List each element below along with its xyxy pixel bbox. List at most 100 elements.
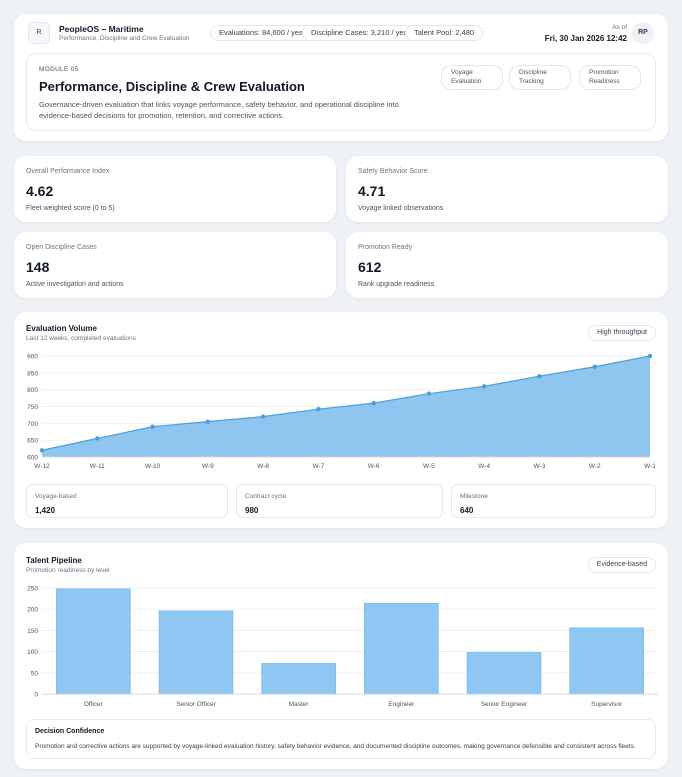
- tag-line: Promotion: [589, 69, 619, 76]
- stat-milestone: Milestone 640: [451, 484, 656, 518]
- evaluations-badge: Evaluations: 84,600 / year: [210, 25, 315, 41]
- kpi-value: 4.71: [358, 183, 386, 199]
- y-tick-label: 900: [27, 354, 38, 361]
- x-tick-label: Master: [289, 701, 310, 708]
- kpi-label: Promotion Ready: [358, 244, 413, 251]
- tag-discipline-tracking[interactable]: Discipline Tracking: [509, 65, 571, 90]
- x-tick-label: W-12: [34, 463, 50, 470]
- x-tick-label: W-2: [589, 463, 601, 470]
- kpi-subtext: Fleet weighted score (0 to 5): [26, 205, 115, 212]
- kpi-label: Safety Behavior Score: [358, 168, 428, 175]
- x-tick-label: W-8: [257, 463, 269, 470]
- stat-label: Milestone: [460, 493, 488, 500]
- x-tick-label: W-11: [90, 463, 105, 470]
- evaluation-volume-chart: 600 650 700 750 800 850 900 W-12 W-11 W-10 W-9 W-8 W…: [27, 353, 656, 471]
- module-description-line-2: evidence-based decisions for promotion, …: [39, 111, 285, 120]
- evaluation-volume-title: Evaluation Volume: [26, 324, 97, 333]
- stat-value: 1,420: [35, 506, 56, 515]
- y-tick-label: 50: [31, 670, 39, 677]
- y-tick-label: 750: [27, 404, 38, 411]
- data-point: [426, 391, 432, 396]
- decision-confidence-title: Decision Confidence: [35, 728, 105, 735]
- y-tick-label: 700: [27, 421, 38, 428]
- data-point: [205, 419, 211, 424]
- decision-confidence-panel: Decision Confidence Promotion and correc…: [26, 719, 656, 759]
- decision-confidence-text: Promotion and corrective actions are sup…: [35, 743, 636, 750]
- as-of-date: Fri, 30 Jan 2026 12:42: [544, 34, 627, 43]
- x-tick-label: Engineer: [388, 701, 415, 708]
- tag-promotion-readiness[interactable]: Promotion Readiness: [579, 65, 641, 90]
- kpi-value: 4.62: [26, 183, 54, 199]
- x-tick-label: Supervisor: [591, 701, 623, 708]
- y-tick-label: 150: [27, 628, 38, 635]
- stat-value: 640: [460, 506, 474, 515]
- evaluation-volume-subtitle: Last 12 weeks, completed evaluations: [26, 335, 136, 342]
- user-avatar[interactable]: RP: [632, 22, 654, 44]
- data-point: [481, 384, 487, 389]
- module-title: Performance, Discipline & Crew Evaluatio…: [39, 79, 305, 94]
- data-point: [260, 414, 266, 419]
- stat-voyage-based: Voyage-based 1,420: [26, 484, 228, 518]
- talent-pipeline-title: Talent Pipeline: [26, 556, 82, 565]
- y-tick-label: 650: [27, 438, 38, 445]
- stat-value: 980: [245, 506, 259, 515]
- evaluation-volume-card: Evaluation Volume Last 12 weeks, complet…: [14, 312, 668, 528]
- discipline-cases-badge: Discipline Cases: 3,210 / year: [302, 25, 420, 41]
- as-of-label: As of: [612, 24, 627, 31]
- kpi-subtext: Active investigation and actions: [26, 281, 124, 288]
- bar: [364, 602, 439, 695]
- y-tick-label: 850: [27, 370, 38, 377]
- x-tick-label: W-9: [202, 463, 214, 470]
- bar: [158, 610, 234, 695]
- tag-line: Discipline: [519, 69, 547, 76]
- app-title: PeopleOS – Maritime: [59, 24, 144, 34]
- stat-label: Contract cycle: [245, 493, 287, 500]
- app-logo[interactable]: R: [28, 22, 50, 44]
- kpi-card-open-discipline: Open Discipline Cases 148 Active investi…: [14, 232, 336, 298]
- tag-line: Tracking: [519, 77, 544, 85]
- y-tick-label: 100: [27, 649, 38, 656]
- data-point: [150, 424, 155, 429]
- bar: [466, 652, 542, 695]
- x-tick-label: Senior Officer: [176, 701, 216, 708]
- talent-pool-badge: Talent Pool: 2,480: [405, 25, 484, 41]
- x-tick-label: Senior Engineer: [481, 701, 528, 708]
- y-tick-label: 0: [34, 692, 38, 699]
- y-tick-label: 250: [27, 586, 38, 593]
- evidence-based-badge: Evidence-based: [587, 557, 656, 573]
- talent-pipeline-subtitle: Promotion readiness by level: [26, 567, 110, 574]
- kpi-value: 612: [358, 259, 382, 275]
- tag-line: Readiness: [589, 77, 620, 85]
- kpi-label: Overall Performance Index: [26, 168, 110, 175]
- kpi-label: Open Discipline Cases: [26, 244, 97, 251]
- data-point: [592, 364, 597, 369]
- y-tick-label: 600: [27, 455, 38, 462]
- tag-voyage-evaluation[interactable]: Voyage Evaluation: [441, 65, 503, 90]
- data-point: [647, 353, 653, 359]
- x-tick-label: W-4: [478, 463, 490, 470]
- kpi-subtext: Voyage linked observations: [358, 205, 444, 212]
- x-tick-label: W-3: [534, 463, 546, 470]
- kpi-card-safety-behavior: Safety Behavior Score 4.71 Voyage linked…: [346, 156, 668, 222]
- data-point: [39, 448, 45, 453]
- x-tick-label: Officer: [84, 701, 104, 708]
- data-point: [95, 436, 100, 441]
- data-point: [537, 374, 542, 379]
- module-description: Governance-driven evaluation that links …: [39, 99, 399, 121]
- module-description-line-1: Governance-driven evaluation that links …: [39, 100, 399, 109]
- header-card: R PeopleOS – Maritime Performance, Disci…: [14, 14, 668, 141]
- bar: [569, 627, 644, 695]
- x-tick-label: W-1: [644, 463, 656, 470]
- x-tick-label: W-10: [145, 463, 161, 470]
- high-throughput-badge: High throughput: [588, 325, 656, 341]
- y-tick-label: 200: [27, 607, 38, 614]
- tag-line: Evaluation: [451, 77, 482, 85]
- module-panel: MODULE 05 Performance, Discipline & Crew…: [26, 53, 656, 131]
- talent-pipeline-chart: 0 50 100 150 200 250 Officer Senior Officer Mast…: [27, 586, 658, 708]
- app-subtitle: Performance, Discipline and Crew Evaluat…: [59, 35, 190, 42]
- y-tick-label: 800: [27, 387, 38, 394]
- kpi-card-promotion-ready: Promotion Ready 612 Rank upgrade readine…: [346, 232, 668, 298]
- tag-line: Voyage: [451, 69, 473, 76]
- module-eyebrow: MODULE 05: [39, 66, 79, 73]
- x-tick-label: W-5: [423, 463, 435, 470]
